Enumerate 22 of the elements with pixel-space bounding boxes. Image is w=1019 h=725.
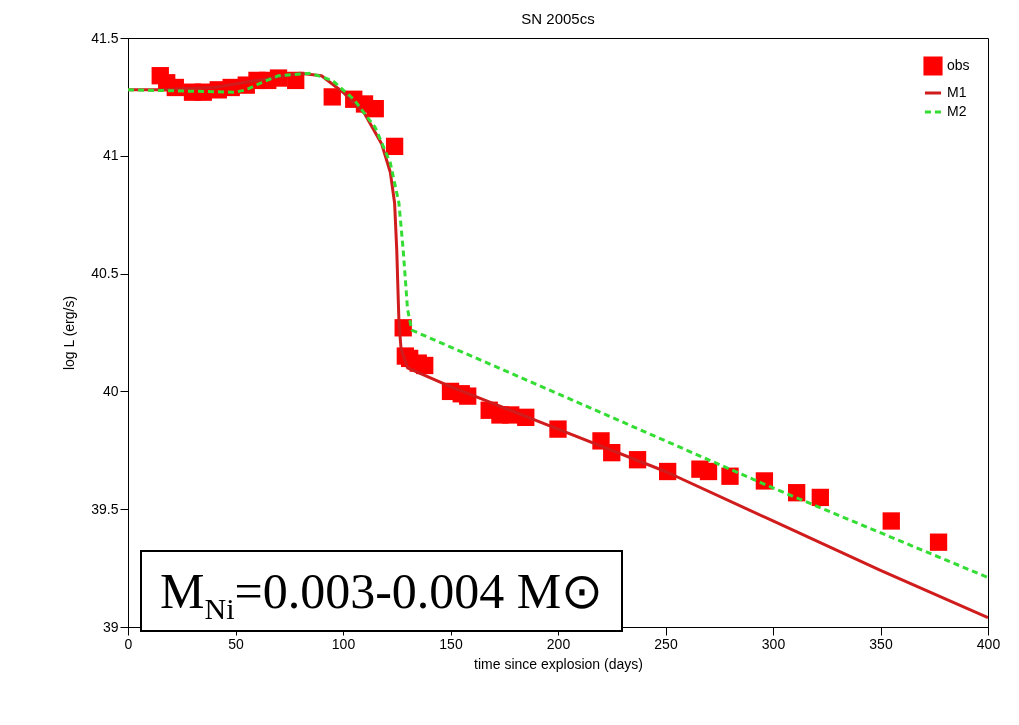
x-tick-label: 0 (124, 635, 133, 652)
y-tick-label: 40 (102, 382, 119, 399)
chart-title: SN 2005cs (521, 10, 595, 27)
y-tick-label: 40.5 (91, 265, 119, 282)
legend-label: obs (947, 57, 970, 73)
x-tick-label: 300 (761, 635, 786, 652)
x-tick-label: 400 (976, 635, 1001, 652)
x-tick-label: 50 (228, 635, 244, 652)
x-tick-label: 200 (546, 635, 571, 652)
x-tick-label: 350 (869, 635, 893, 652)
y-tick-label: 39.5 (91, 500, 119, 517)
x-tick-label: 100 (331, 635, 356, 652)
x-tick-label: 250 (654, 635, 678, 652)
y-axis-title: log L (erg/s) (61, 295, 78, 371)
x-axis-title: time since explosion (days) (474, 655, 643, 672)
annotation: M$_{Ni}$=0.003-0.004 M⊙ (140, 550, 624, 632)
y-tick-label: 39 (102, 618, 119, 635)
y-tick-label: 41 (102, 147, 119, 164)
legend-label: M2 (947, 103, 967, 119)
x-tick-label: 150 (439, 635, 463, 652)
legend-label: M1 (947, 84, 967, 100)
y-tick-label: 41.5 (91, 29, 119, 46)
